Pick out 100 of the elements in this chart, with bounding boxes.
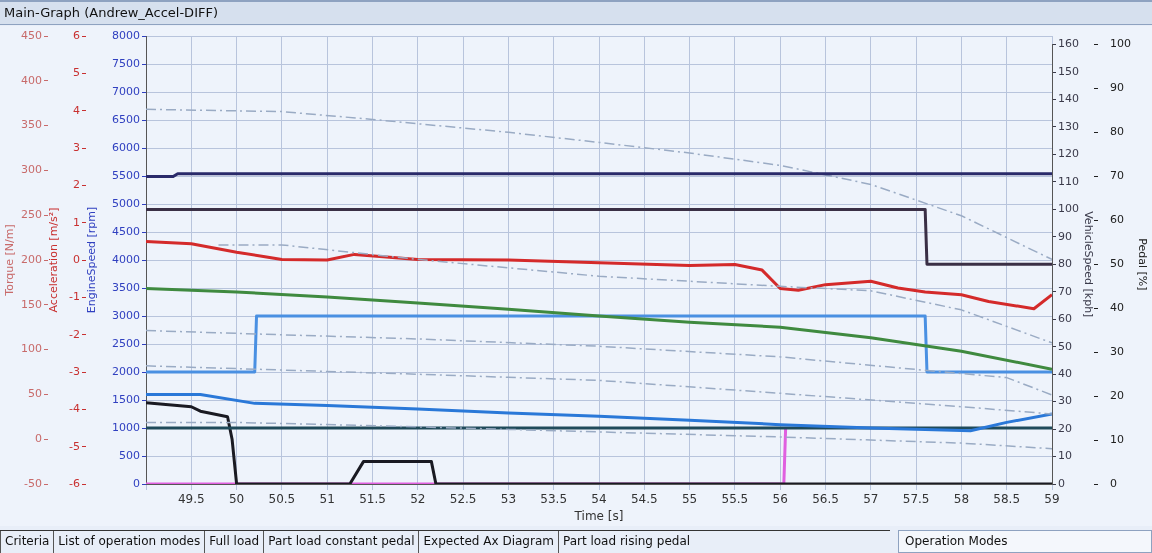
y-tick-label: 5500 <box>112 168 140 182</box>
x-tick-label: 51 <box>319 492 335 507</box>
x-tick-label: 58.5 <box>993 492 1021 507</box>
text: Expected Ax Diagram <box>418 531 558 553</box>
y-tick-label: 0 <box>133 476 140 490</box>
y3-tick-label: 3 <box>73 140 80 154</box>
x-axis-title: Time [s] <box>573 508 624 523</box>
x-tick-label: 58 <box>953 492 970 507</box>
y-tick-label: 0 <box>1058 476 1065 490</box>
text: Criteria <box>0 531 54 553</box>
line-series <box>217 244 1052 344</box>
y-tick-label: 2500 <box>112 336 140 350</box>
x-tick-label: 53.5 <box>540 492 568 507</box>
x-tick-label: 53 <box>500 492 517 507</box>
y2-tick-label: 40 <box>1110 301 1124 315</box>
x-tick-label: 51.5 <box>359 492 386 507</box>
y-tick-label: 4000 <box>112 252 140 266</box>
y-tick-label: 150 <box>1058 64 1079 78</box>
y-tick-label: 60 <box>1058 312 1072 326</box>
y-tick-label: 1500 <box>112 392 140 406</box>
y-tick-label: 3500 <box>112 280 140 294</box>
y3-tick-label: -1 <box>69 290 80 304</box>
y2-axis-title: Pedal [%] <box>1135 238 1149 291</box>
y3-tick-label: -2 <box>69 327 80 341</box>
y-tick-label: 40 <box>1058 367 1072 381</box>
y3-tick-label: -5 <box>69 439 80 453</box>
text: Operation Modes <box>898 530 1152 553</box>
y-axis-title: VehicleSpeed [kph] <box>1081 211 1095 318</box>
y-tick-label: 3000 <box>112 308 140 322</box>
y3-tick-label: 4 <box>73 103 80 117</box>
text: List of operation modes <box>53 531 205 553</box>
x-tick-label: 50 <box>228 492 245 507</box>
x-tick-label: 56 <box>772 492 788 507</box>
y3-tick-label: -4 <box>69 402 80 416</box>
y2-tick-label: 450 <box>21 28 42 42</box>
x-tick-label: 57 <box>863 492 879 507</box>
y-tick-label: 5000 <box>112 196 140 210</box>
y-tick-label: 120 <box>1058 147 1079 161</box>
y-tick-label: 130 <box>1058 119 1079 133</box>
y3-tick-label: 2 <box>73 178 80 192</box>
text: Part load rising pedal <box>557 531 695 553</box>
x-tick-label: 50.5 <box>268 492 296 507</box>
x-tick-label: 54.5 <box>630 492 658 507</box>
y2-tick-label: 50 <box>28 387 42 401</box>
y3-tick-label: 6 <box>73 28 80 42</box>
y2-tick-label: 400 <box>21 73 42 87</box>
x-tick-label: 55 <box>681 492 698 507</box>
y-tick-label: 100 <box>1058 202 1079 216</box>
y-tick-label: 8000 <box>112 28 140 42</box>
x-tick-label: 57.5 <box>902 492 930 507</box>
y-tick-label: 20 <box>1058 421 1072 435</box>
y-tick-label: 70 <box>1058 284 1072 298</box>
x-tick-label: 55.5 <box>721 492 749 507</box>
y2-tick-label: 10 <box>1110 432 1124 446</box>
y-tick-label: 6000 <box>112 140 140 154</box>
y-tick-label: 110 <box>1058 174 1079 188</box>
y-tick-label: 2000 <box>112 364 140 378</box>
line-series <box>146 108 1052 261</box>
y-tick-label: 7500 <box>112 56 140 70</box>
y2-tick-label: 0 <box>1110 476 1117 490</box>
y2-tick-label: 20 <box>1110 388 1124 402</box>
y2-tick-label: 250 <box>21 208 42 222</box>
y2-tick-label: 150 <box>21 297 42 311</box>
y-axis-title: EngineSpeed [rpm] <box>85 206 99 314</box>
y-tick-label: 10 <box>1058 449 1072 463</box>
y-tick-label: 1000 <box>112 420 140 434</box>
text: Full load <box>204 531 264 553</box>
y2-tick-label: 0 <box>35 432 42 446</box>
y-tick-label: 7000 <box>112 84 140 98</box>
x-tick-label: 52 <box>410 492 426 507</box>
y3-tick-label: 1 <box>73 215 80 229</box>
x-tick-label: 56.5 <box>812 492 839 507</box>
y2-tick-label: 30 <box>1110 345 1124 359</box>
y-tick-label: 90 <box>1058 229 1072 243</box>
y2-tick-label: 50 <box>1110 257 1124 271</box>
y2-tick-label: 300 <box>21 163 42 177</box>
y3-tick-label: 0 <box>73 252 80 266</box>
y2-tick-label: -50 <box>24 476 42 490</box>
y2-tick-label: 200 <box>21 252 42 266</box>
y2-tick-label: 70 <box>1110 169 1124 183</box>
y3-tick-label: -6 <box>69 476 80 490</box>
y-tick-label: 6500 <box>112 112 140 126</box>
y-tick-label: 50 <box>1058 339 1072 353</box>
y3-axis-title: Acceleration [m/s²] <box>47 207 61 313</box>
chart-title: Main-Graph (Andrew_Accel-DIFF) <box>0 0 1152 25</box>
y-tick-label: 80 <box>1058 257 1072 271</box>
text: Part load constant pedal <box>263 531 419 553</box>
y2-axis-title: Torque [N/m] <box>3 224 17 297</box>
x-tick-label: 54 <box>591 492 607 507</box>
y3-tick-label: -3 <box>69 364 80 378</box>
y-tick-label: 140 <box>1058 92 1079 106</box>
y-tick-label: 500 <box>119 448 140 462</box>
y-tick-label: 4500 <box>112 224 140 238</box>
y2-tick-label: 60 <box>1110 213 1124 227</box>
x-tick-label: 49.5 <box>177 492 205 507</box>
y-tick-label: 30 <box>1058 394 1072 408</box>
line-series <box>146 365 1052 415</box>
y-tick-label: 160 <box>1058 37 1079 51</box>
y2-tick-label: 350 <box>21 118 42 132</box>
y2-tick-label: 90 <box>1110 81 1124 95</box>
